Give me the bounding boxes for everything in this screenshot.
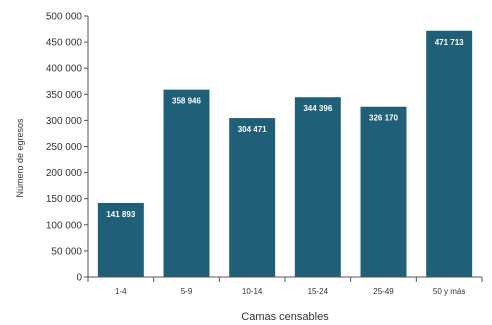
- x-tick-label: 25-49: [373, 287, 394, 296]
- y-tick-label: 500 000: [46, 12, 83, 23]
- y-tick-label: 300 000: [46, 116, 83, 127]
- bar-value-label: 344 396: [303, 104, 332, 113]
- y-tick-label: 100 000: [46, 220, 83, 231]
- bar: [360, 106, 407, 277]
- x-tick-label: 5-9: [181, 287, 193, 296]
- bar-labels: 141 893 358 946 304 471 344 396 326 170 471 7…: [106, 38, 464, 219]
- y-tick-label: 150 000: [46, 194, 83, 205]
- y-tick-label: 50 000: [51, 246, 82, 257]
- x-tick-label: 15-24: [308, 287, 329, 296]
- bars: [97, 30, 473, 278]
- bar-value-label: 304 471: [238, 125, 267, 134]
- y-axis-title: Número de egresos: [15, 118, 25, 198]
- bar: [426, 30, 473, 278]
- bar-value-label: 326 170: [369, 114, 398, 123]
- x-tick-label: 1-4: [115, 287, 127, 296]
- x-tick-label: 50 y más: [433, 287, 465, 296]
- y-tick-label: 250 000: [46, 142, 83, 153]
- x-axis-title: Camas censables: [241, 311, 329, 323]
- bar-value-label: 141 893: [106, 210, 135, 219]
- y-axis: 0 50 000 100 000 150 000 200 000 250 000 300 0…: [46, 12, 89, 284]
- y-tick-label: 400 000: [46, 64, 83, 75]
- bar-value-label: 471 713: [435, 38, 464, 47]
- y-tick-label: 200 000: [46, 168, 83, 179]
- bar: [294, 97, 341, 278]
- x-axis: 1-4 5-9 10-14 15-24 25-49 50 y más: [87, 276, 483, 296]
- y-tick-label: 350 000: [46, 90, 83, 101]
- bar: [163, 89, 210, 277]
- y-tick-label: 0: [76, 273, 82, 284]
- bar: [97, 202, 144, 277]
- bar: [229, 118, 276, 278]
- bar-value-label: 358 946: [172, 97, 201, 106]
- y-tick-label: 450 000: [46, 38, 83, 49]
- x-tick-label: 10-14: [242, 287, 263, 296]
